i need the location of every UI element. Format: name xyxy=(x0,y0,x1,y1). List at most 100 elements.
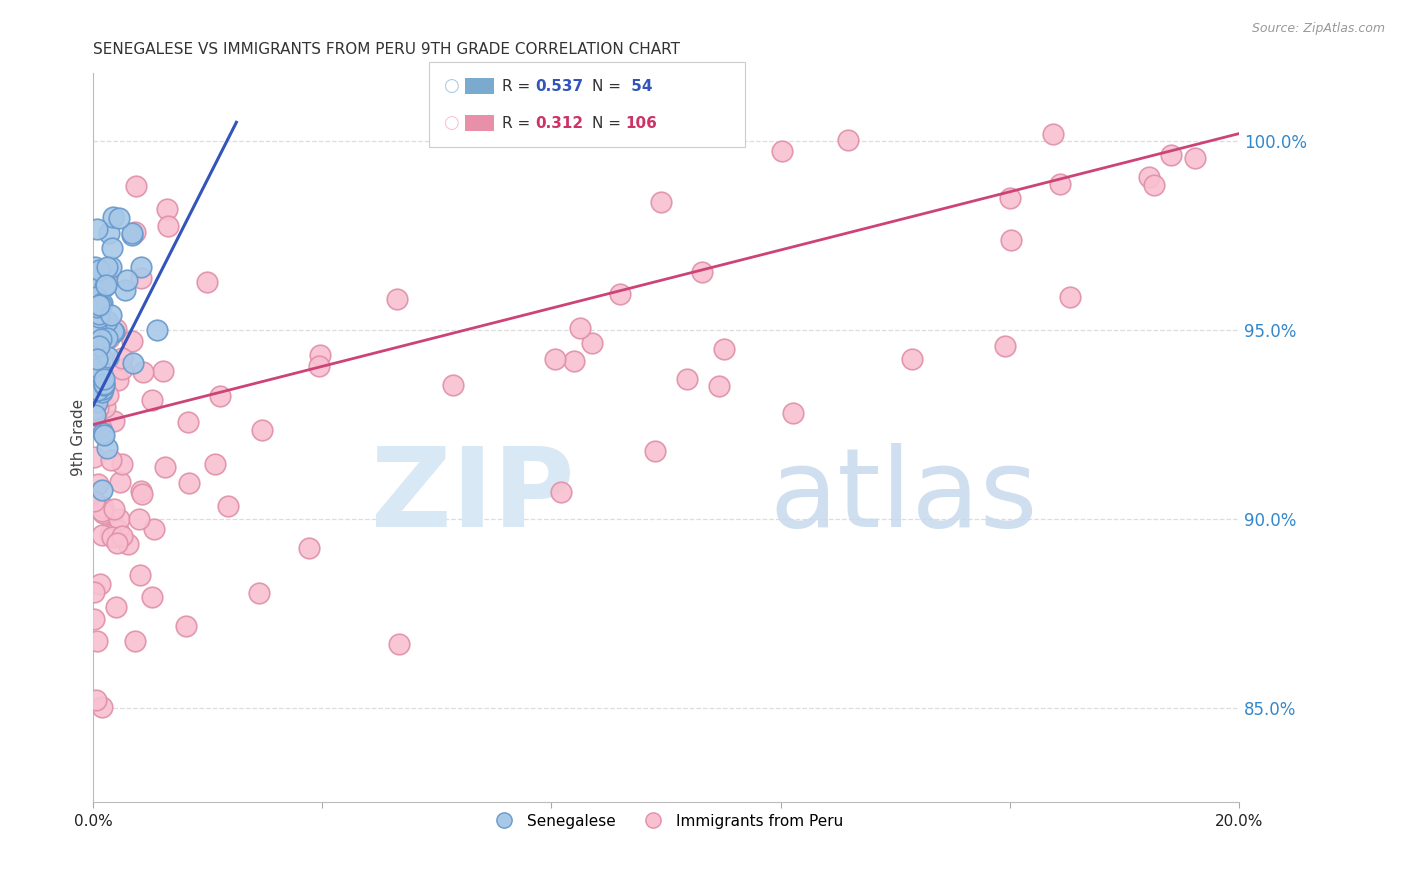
Text: 20.0%: 20.0% xyxy=(1215,814,1263,829)
Text: atlas: atlas xyxy=(769,442,1038,549)
Immigrants from Peru xyxy=(104,322,127,336)
Senegalese xyxy=(101,241,124,255)
Immigrants from Peru xyxy=(1042,127,1064,141)
Immigrants from Peru xyxy=(105,535,128,549)
Immigrants from Peru xyxy=(155,202,177,216)
Immigrants from Peru xyxy=(89,577,111,591)
Immigrants from Peru xyxy=(128,568,150,582)
Senegalese xyxy=(93,377,115,392)
Senegalese xyxy=(115,273,138,287)
Immigrants from Peru xyxy=(98,526,121,541)
Immigrants from Peru xyxy=(83,612,105,626)
Senegalese xyxy=(96,260,118,274)
Immigrants from Peru xyxy=(441,378,464,392)
Text: Source: ZipAtlas.com: Source: ZipAtlas.com xyxy=(1251,22,1385,36)
Immigrants from Peru xyxy=(385,293,408,307)
Senegalese xyxy=(86,352,108,367)
Immigrants from Peru xyxy=(250,423,273,437)
Immigrants from Peru xyxy=(89,372,111,386)
Text: ZIP: ZIP xyxy=(371,442,574,549)
Immigrants from Peru xyxy=(644,443,666,458)
Immigrants from Peru xyxy=(84,692,107,706)
Immigrants from Peru xyxy=(83,300,105,314)
Senegalese xyxy=(101,324,124,338)
Immigrants from Peru xyxy=(901,352,924,367)
Senegalese xyxy=(91,382,114,396)
Senegalese xyxy=(100,308,122,322)
Senegalese xyxy=(87,360,110,375)
Immigrants from Peru xyxy=(1000,233,1022,247)
Senegalese xyxy=(83,296,105,310)
Immigrants from Peru xyxy=(101,514,124,528)
Immigrants from Peru xyxy=(543,352,565,367)
Senegalese xyxy=(103,326,125,340)
Senegalese xyxy=(97,226,120,240)
Immigrants from Peru xyxy=(107,523,129,537)
Immigrants from Peru xyxy=(174,619,197,633)
Immigrants from Peru xyxy=(86,401,108,416)
Immigrants from Peru xyxy=(91,528,114,542)
Immigrants from Peru xyxy=(179,476,201,491)
Immigrants from Peru xyxy=(308,348,330,362)
Immigrants from Peru xyxy=(1184,152,1206,166)
Senegalese xyxy=(86,300,108,314)
Immigrants from Peru xyxy=(111,362,134,376)
Text: 106: 106 xyxy=(626,116,658,131)
Immigrants from Peru xyxy=(131,483,153,498)
Immigrants from Peru xyxy=(89,346,111,360)
Immigrants from Peru xyxy=(121,334,143,348)
Immigrants from Peru xyxy=(676,372,699,386)
Immigrants from Peru xyxy=(124,634,146,648)
Text: 0.537: 0.537 xyxy=(536,78,583,94)
Immigrants from Peru xyxy=(90,421,112,435)
Text: N =: N = xyxy=(592,116,626,131)
Immigrants from Peru xyxy=(103,502,125,516)
Immigrants from Peru xyxy=(1059,290,1081,304)
Text: R =: R = xyxy=(502,78,536,94)
Immigrants from Peru xyxy=(90,700,112,714)
Immigrants from Peru xyxy=(94,268,117,283)
Senegalese xyxy=(86,395,108,409)
Immigrants from Peru xyxy=(692,265,714,279)
Immigrants from Peru xyxy=(97,331,120,345)
Senegalese xyxy=(86,222,108,236)
Senegalese xyxy=(91,483,114,497)
Senegalese xyxy=(90,332,112,346)
Immigrants from Peru xyxy=(152,364,174,378)
Senegalese xyxy=(84,290,107,304)
Senegalese xyxy=(146,323,169,337)
Immigrants from Peru xyxy=(91,500,114,515)
Immigrants from Peru xyxy=(1049,178,1071,192)
Immigrants from Peru xyxy=(141,393,163,408)
Immigrants from Peru xyxy=(111,528,134,542)
Immigrants from Peru xyxy=(837,133,859,147)
Immigrants from Peru xyxy=(1137,170,1160,185)
Immigrants from Peru xyxy=(177,415,200,429)
Immigrants from Peru xyxy=(650,194,672,209)
Immigrants from Peru xyxy=(83,402,105,417)
Senegalese xyxy=(129,260,152,274)
Senegalese xyxy=(96,441,118,455)
Immigrants from Peru xyxy=(83,585,105,599)
Immigrants from Peru xyxy=(1142,178,1164,193)
Immigrants from Peru xyxy=(93,401,115,415)
Immigrants from Peru xyxy=(91,374,114,388)
Immigrants from Peru xyxy=(124,225,146,239)
Immigrants from Peru xyxy=(388,637,411,651)
Senegalese xyxy=(122,356,145,370)
Senegalese xyxy=(96,330,118,344)
Senegalese xyxy=(84,260,107,274)
Text: N =: N = xyxy=(592,78,626,94)
Immigrants from Peru xyxy=(132,365,155,379)
Immigrants from Peru xyxy=(89,361,111,376)
Immigrants from Peru xyxy=(91,370,114,384)
Immigrants from Peru xyxy=(110,457,132,471)
Immigrants from Peru xyxy=(97,388,120,402)
Immigrants from Peru xyxy=(142,522,165,536)
Immigrants from Peru xyxy=(204,457,226,471)
Immigrants from Peru xyxy=(86,633,108,648)
Immigrants from Peru xyxy=(89,387,111,401)
Senegalese xyxy=(83,408,105,422)
Immigrants from Peru xyxy=(782,407,804,421)
Senegalese xyxy=(87,310,110,325)
